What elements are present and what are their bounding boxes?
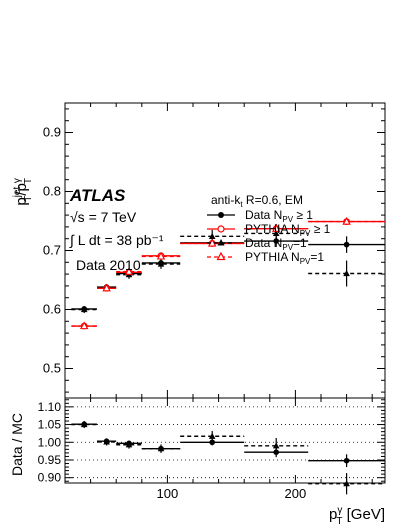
dataset-annotation: Data 2010 xyxy=(76,257,141,273)
data-point xyxy=(103,438,110,445)
ratio-series-group xyxy=(71,421,385,495)
data-point xyxy=(271,224,281,232)
y-tick-label: 1.05 xyxy=(38,418,62,432)
data-point xyxy=(79,321,89,330)
ratio-x-ticks: 100 200 xyxy=(64,398,373,501)
data-point xyxy=(272,442,280,449)
data-point xyxy=(343,480,350,487)
y-tick-label: 0.90 xyxy=(38,471,62,485)
main-x-ticks xyxy=(64,103,373,398)
x-tick-label: 200 xyxy=(285,486,307,501)
series-pythia-n-pv-1 xyxy=(71,216,385,330)
legend-title: anti-kt R=0.6, EM xyxy=(211,193,303,209)
data-point xyxy=(157,445,165,452)
y-tick-label: 0.6 xyxy=(43,302,61,317)
data-point xyxy=(272,229,280,236)
data-point xyxy=(102,283,111,292)
data-point xyxy=(343,241,350,248)
y-tick-label: 1.00 xyxy=(38,435,62,449)
data-point xyxy=(125,441,133,448)
y-tick-label: 0.7 xyxy=(43,243,61,258)
data-point xyxy=(209,439,215,446)
energy-annotation: √s = 7 TeV xyxy=(70,209,137,225)
y-tick-label: 0.8 xyxy=(43,184,61,199)
data-point xyxy=(208,232,216,239)
data-point xyxy=(343,270,350,277)
data-point xyxy=(156,251,166,260)
data-point xyxy=(80,306,88,313)
main-series-group xyxy=(71,216,385,330)
atlas-label: ATLAS xyxy=(69,186,126,205)
luminosity-annotation: ∫ L dt = 38 pb⁻¹ xyxy=(69,232,164,248)
ratio-y-ticks: 0.90 0.95 1.00 1.05 1.10 xyxy=(38,399,385,485)
data-point xyxy=(343,457,350,464)
y-tick-label: 0.5 xyxy=(43,361,61,376)
x-axis-label: pγ T [GeV] xyxy=(329,505,385,527)
ratio-panel: 0.90 0.95 1.00 1.05 1.10 100 200 Data / MC pγ… xyxy=(9,397,386,527)
main-plot-frame xyxy=(64,102,386,399)
legend-entry-pythia-npv-eq1: PYTHIA NPV=1 xyxy=(207,250,324,266)
x-tick-label: 100 xyxy=(157,486,179,501)
y-tick-label: 1.10 xyxy=(38,400,62,414)
svg-text:PYTHIA NPV=1: PYTHIA NPV=1 xyxy=(245,250,324,266)
data-point xyxy=(124,267,134,275)
ratio-plot-frame xyxy=(64,397,386,484)
main-panel: 0.5 0.6 0.7 0.8 0.9 pjetT/pγT ATLAS √s = 7 T… xyxy=(12,102,386,399)
series-n-pv-1 xyxy=(71,421,385,495)
data-point xyxy=(342,216,351,225)
y-tick-label: 0.95 xyxy=(38,453,62,467)
data-point xyxy=(157,260,165,267)
legend: anti-kt R=0.6, EM Data NPV ≥ 1 PYTHIA NP… xyxy=(207,193,331,266)
y-tick-label: 0.9 xyxy=(43,125,61,140)
data-point xyxy=(80,421,88,428)
data-point xyxy=(208,432,216,439)
ratio-y-axis-label: Data / MC xyxy=(9,413,25,476)
legend-entry-data-npv-ge1: Data NPV ≥ 1 xyxy=(207,208,313,224)
main-y-axis-label: pjetT/pγT xyxy=(12,178,34,206)
svg-text:Data NPV ≥ 1: Data NPV ≥ 1 xyxy=(245,208,313,224)
main-y-ticks: 0.5 0.6 0.7 0.8 0.9 xyxy=(43,108,385,393)
